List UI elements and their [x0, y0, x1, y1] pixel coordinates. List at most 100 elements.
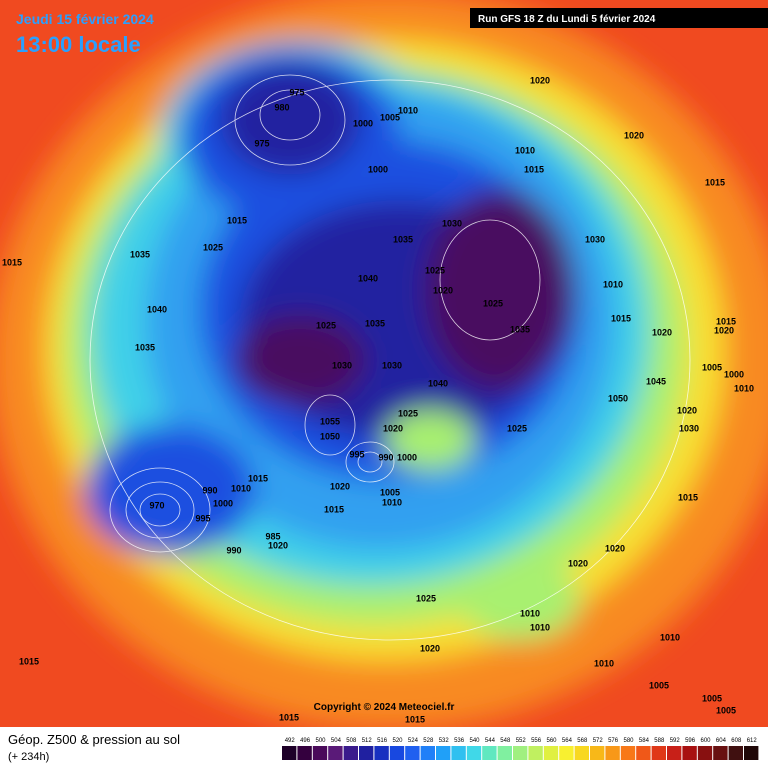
- pressure-label: 1005: [380, 112, 400, 122]
- colorbar-swatch: [528, 746, 543, 760]
- pressure-label: 1025: [316, 320, 336, 330]
- colorbar-label: 560: [546, 738, 557, 744]
- pressure-label: 1010: [515, 145, 535, 155]
- colorbar-swatch: [482, 746, 497, 760]
- pressure-label: 1020: [677, 405, 697, 415]
- colorbar-label: 592: [670, 738, 681, 744]
- pressure-label: 1050: [608, 393, 628, 403]
- colorbar-swatch: [436, 746, 451, 760]
- colorbar-swatch: [405, 746, 420, 760]
- colorbar-swatch: [374, 746, 389, 760]
- pressure-label: 1025: [425, 265, 445, 275]
- footer-subtitle: (+ 234h): [8, 751, 49, 763]
- colorbar-label: 520: [392, 738, 403, 744]
- colorbar-swatch: [312, 746, 328, 760]
- pressure-label: 1010: [660, 632, 680, 642]
- colorbar-label: 508: [346, 738, 357, 744]
- pressure-label: 1040: [358, 273, 378, 283]
- pressure-label: 1025: [416, 593, 436, 603]
- pressure-label: 1010: [231, 483, 251, 493]
- colorbar-label: 524: [408, 738, 419, 744]
- pressure-label: 975: [254, 138, 269, 148]
- colorbar-label: 588: [654, 738, 665, 744]
- pressure-label: 990: [226, 545, 241, 555]
- pressure-label: 1015: [324, 504, 344, 514]
- pressure-label: 1015: [611, 313, 631, 323]
- colorbar-label: 516: [377, 738, 388, 744]
- date: Jeudi 15 février 2024: [16, 11, 154, 27]
- colorbar-label: 500: [315, 738, 326, 744]
- pressure-label: 1030: [442, 218, 462, 228]
- colorbar-swatch: [359, 746, 374, 760]
- pressure-label: 1015: [2, 257, 22, 267]
- colorbar-swatch: [543, 746, 559, 760]
- pressure-label: 1020: [420, 643, 440, 653]
- run: Run GFS 18 Z du Lundi 5 février 2024: [478, 14, 656, 25]
- pressure-label: 1010: [398, 105, 418, 115]
- time: 13:00 locale: [16, 32, 141, 57]
- pressure-label: 1010: [520, 608, 540, 618]
- pressure-label: 990: [378, 452, 393, 462]
- colorbar-label: 532: [439, 738, 450, 744]
- pressure-label: 1015: [524, 164, 544, 174]
- pressure-label: 1020: [268, 540, 288, 550]
- pressure-label: 1000: [724, 369, 744, 379]
- pressure-label: 1000: [353, 118, 373, 128]
- colorbar-swatch: [513, 746, 528, 760]
- pressure-label: 1025: [483, 298, 503, 308]
- pressure-label: 1010: [594, 658, 614, 668]
- pressure-label: 1000: [397, 452, 417, 462]
- pressure-label: 1005: [702, 693, 722, 703]
- pressure-label: 1010: [530, 622, 550, 632]
- pressure-label: 1035: [510, 324, 530, 334]
- colorbar-swatch: [343, 746, 358, 760]
- pressure-labels: 9759809751000100510101000102010201010101…: [2, 75, 754, 724]
- pressure-label: 1040: [147, 304, 167, 314]
- pressure-label: 1025: [203, 242, 223, 252]
- colorbar-swatch: [389, 746, 405, 760]
- pressure-label: 1020: [433, 285, 453, 295]
- colorbar-swatch: [451, 746, 466, 760]
- pressure-label: 985: [265, 531, 280, 541]
- colorbar-swatch: [559, 746, 574, 760]
- pressure-label: 1050: [320, 431, 340, 441]
- pressure-label: 995: [195, 513, 210, 523]
- pressure-label: 975: [289, 87, 304, 97]
- colorbar-label: 596: [685, 738, 696, 744]
- colorbar-label: 512: [362, 738, 373, 744]
- colorbar-swatch: [328, 746, 343, 760]
- colorbar-label: 584: [639, 738, 650, 744]
- colorbar-swatch: [282, 746, 297, 760]
- field: [0, 0, 768, 730]
- colorbar-label: 556: [531, 738, 542, 744]
- colorbar-swatch: [713, 746, 728, 760]
- pressure-label: 1000: [213, 498, 233, 508]
- run-box: [470, 8, 768, 28]
- colorbar-swatch: [605, 746, 620, 760]
- pressure-label: 1035: [130, 249, 150, 259]
- pressure-label: 1020: [383, 423, 403, 433]
- colorbar-swatch: [574, 746, 589, 760]
- pressure-label: 1020: [714, 325, 734, 335]
- pressure-label: 1030: [679, 423, 699, 433]
- colorbar-swatch: [466, 746, 482, 760]
- pressure-label: 1020: [652, 327, 672, 337]
- pressure-label: 1025: [398, 408, 418, 418]
- pressure-label: 1010: [603, 279, 623, 289]
- colorbar-label: 548: [500, 738, 511, 744]
- pressure-label: 1005: [380, 487, 400, 497]
- colorbar-label: 540: [469, 738, 480, 744]
- pressure-label: 1055: [320, 416, 340, 426]
- pressure-label: 1040: [428, 378, 448, 388]
- colorbar-swatch: [297, 746, 312, 760]
- pressure-label: 990: [202, 485, 217, 495]
- colorbar-label: 496: [300, 738, 311, 744]
- pressure-label: 1020: [330, 481, 350, 491]
- pressure-label: 970: [149, 500, 164, 510]
- colorbar: 492 496 500 504 508 512 516 520 524 528 532 536 540 5…: [282, 738, 759, 760]
- colorbar-label: 544: [485, 738, 496, 744]
- colorbar-swatch: [420, 746, 435, 760]
- pressure-label: 1015: [678, 492, 698, 502]
- colorbar-label: 504: [331, 738, 342, 744]
- pressure-label: 1015: [405, 714, 425, 724]
